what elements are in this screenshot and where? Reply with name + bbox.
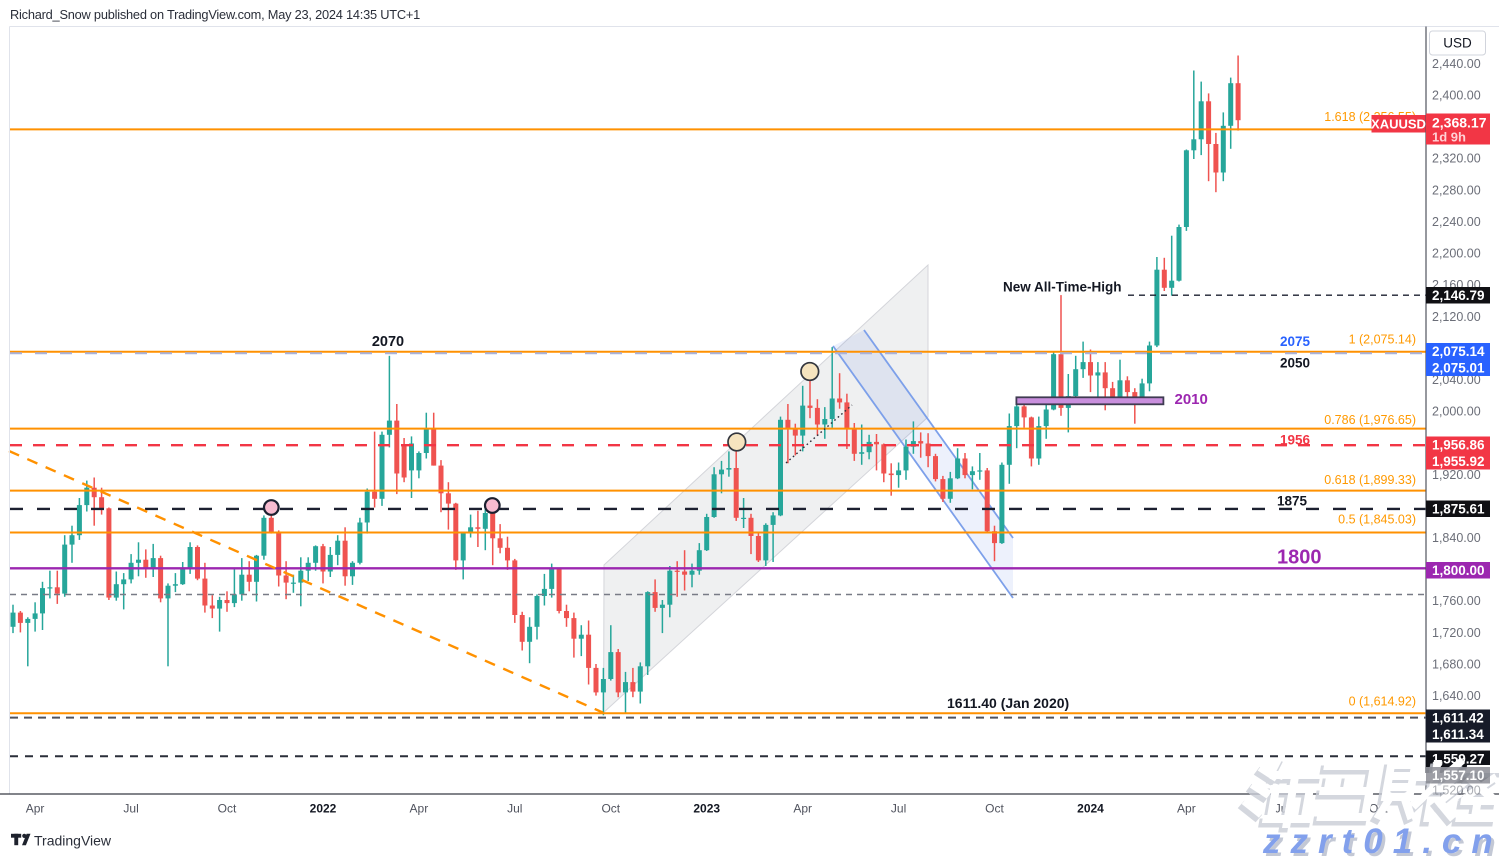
svg-text:2,240.00: 2,240.00	[1432, 215, 1481, 229]
svg-text:XAUUSD: XAUUSD	[1371, 117, 1426, 132]
svg-text:TradingView: TradingView	[34, 833, 112, 849]
svg-text:Apr: Apr	[1177, 802, 1196, 816]
svg-text:1,557.10: 1,557.10	[1432, 768, 1485, 783]
svg-text:1,611.42: 1,611.42	[1432, 711, 1484, 726]
svg-text:1,611.34: 1,611.34	[1432, 727, 1484, 742]
svg-text:zzrt01.cn: zzrt01.cn	[1265, 825, 1499, 857]
svg-text:USD: USD	[1443, 36, 1472, 51]
svg-text:Oct: Oct	[218, 802, 237, 816]
svg-text:2,200.00: 2,200.00	[1432, 247, 1481, 261]
svg-text:2,120.00: 2,120.00	[1432, 310, 1481, 324]
svg-text:2022: 2022	[310, 802, 337, 816]
svg-text:1,956.86: 1,956.86	[1432, 438, 1485, 453]
svg-text:1,720.00: 1,720.00	[1432, 626, 1481, 640]
svg-text:Apr: Apr	[793, 802, 812, 816]
svg-text:2,280.00: 2,280.00	[1432, 183, 1481, 197]
svg-text:1,800.00: 1,800.00	[1432, 563, 1485, 578]
svg-text:1,520.00: 1,520.00	[1432, 784, 1481, 798]
svg-text:0.5 (1,845.03): 0.5 (1,845.03)	[1338, 513, 1416, 527]
svg-text:2023: 2023	[693, 802, 720, 816]
svg-text:1,559.27: 1,559.27	[1432, 752, 1485, 767]
svg-text:zzrt01.cn: zzrt01.cn	[1262, 822, 1499, 857]
svg-text:0 (1,614.92): 0 (1,614.92)	[1349, 695, 1416, 709]
svg-text:Jul: Jul	[891, 802, 906, 816]
svg-text:1d 9h: 1d 9h	[1432, 130, 1466, 145]
svg-text:2024: 2024	[1077, 802, 1104, 816]
svg-text:1800: 1800	[1277, 547, 1322, 569]
svg-text:1875: 1875	[1277, 494, 1308, 509]
svg-text:1,920.00: 1,920.00	[1432, 468, 1481, 482]
svg-text:1,955.92: 1,955.92	[1432, 454, 1485, 469]
svg-text:0.618 (1,899.33): 0.618 (1,899.33)	[1324, 473, 1416, 487]
svg-text:2,040.00: 2,040.00	[1432, 373, 1481, 387]
svg-text:1,640.00: 1,640.00	[1432, 689, 1481, 703]
svg-text:Apr: Apr	[26, 802, 45, 816]
svg-text:Oct: Oct	[601, 802, 620, 816]
svg-text:2,440.00: 2,440.00	[1432, 57, 1481, 71]
svg-text:Apr: Apr	[410, 802, 429, 816]
svg-text:2075: 2075	[1280, 334, 1311, 349]
svg-text:1,760.00: 1,760.00	[1432, 594, 1481, 608]
svg-text:2,075.01: 2,075.01	[1432, 361, 1485, 376]
svg-text:2,368.17: 2,368.17	[1432, 115, 1487, 131]
svg-text:2070: 2070	[372, 334, 404, 350]
svg-text:2,000.00: 2,000.00	[1432, 405, 1481, 419]
svg-text:2010: 2010	[1175, 391, 1208, 408]
svg-text:1611.40 (Jan 2020): 1611.40 (Jan 2020)	[947, 695, 1069, 711]
svg-text:2050: 2050	[1280, 356, 1310, 371]
svg-text:1,875.61: 1,875.61	[1432, 502, 1485, 517]
svg-text:2,320.00: 2,320.00	[1432, 152, 1481, 166]
svg-text:1956: 1956	[1280, 433, 1311, 448]
svg-text:1 (2,075.14): 1 (2,075.14)	[1349, 333, 1416, 347]
svg-text:Jul: Jul	[507, 802, 522, 816]
svg-text:2,146.79: 2,146.79	[1432, 288, 1485, 303]
svg-text:0.786 (1,976.65): 0.786 (1,976.65)	[1324, 413, 1416, 427]
svg-text:Richard_Snow published on Trad: Richard_Snow published on TradingView.co…	[10, 7, 420, 22]
svg-text:Jul: Jul	[123, 802, 138, 816]
svg-text:New All-Time-High: New All-Time-High	[1003, 280, 1122, 295]
svg-text:1,680.00: 1,680.00	[1432, 658, 1481, 672]
svg-text:Oct: Oct	[985, 802, 1004, 816]
svg-text:1,840.00: 1,840.00	[1432, 531, 1481, 545]
svg-text:2,400.00: 2,400.00	[1432, 89, 1481, 103]
svg-text:2,075.14: 2,075.14	[1432, 344, 1485, 359]
